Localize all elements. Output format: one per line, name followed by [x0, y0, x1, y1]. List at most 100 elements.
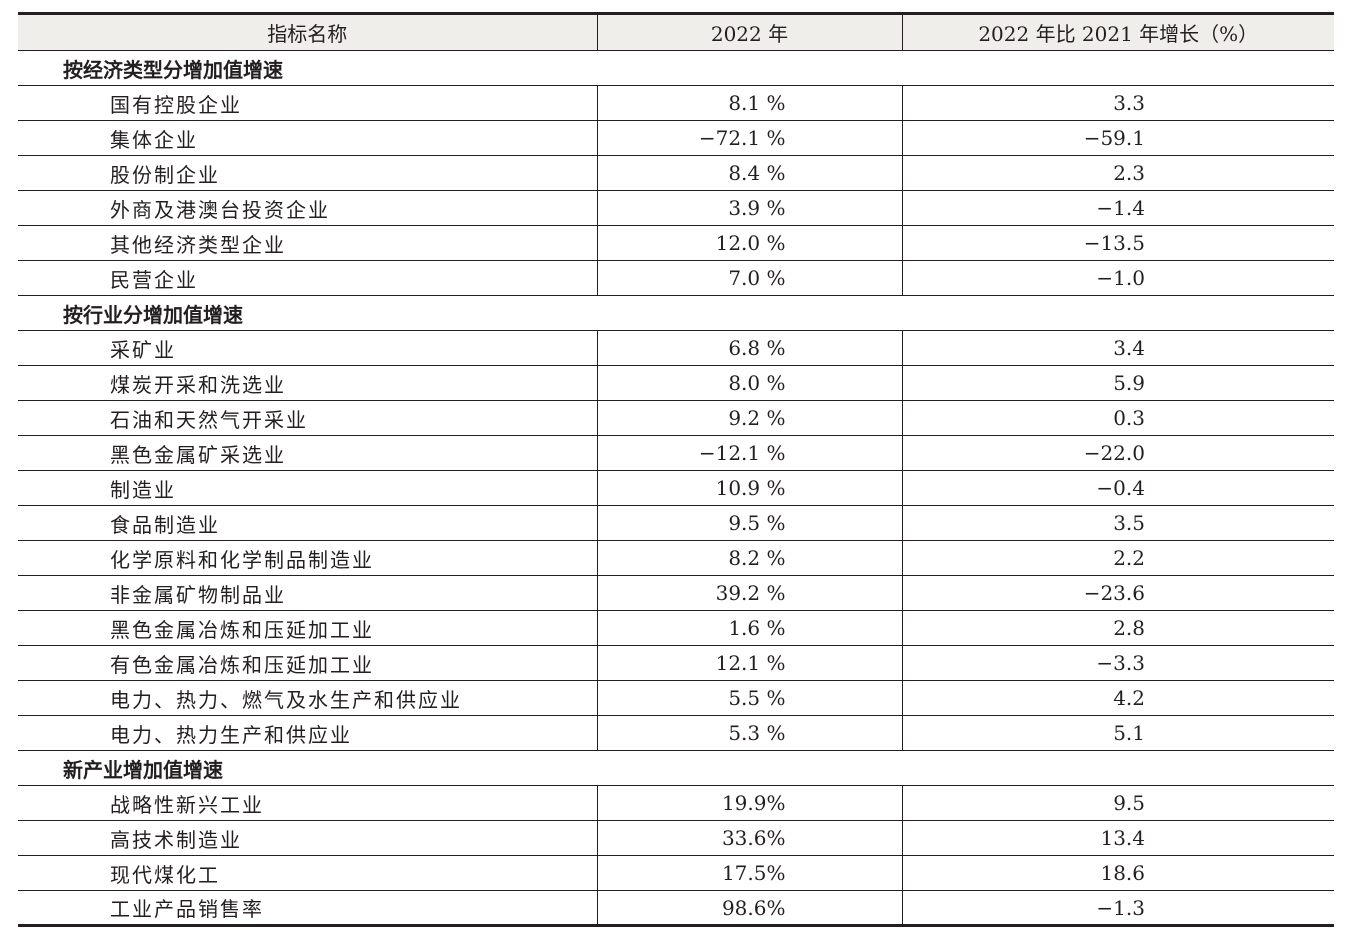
table-row: 电力、热力生产和供应业 5.3 % 5.1	[18, 715, 1334, 751]
indicator-name-cell: 制造业	[18, 470, 597, 506]
value-2022-cell: 12.0 %	[596, 225, 902, 261]
indicator-name-cell: 食品制造业	[18, 505, 597, 541]
table-row: 化学原料和化学制品制造业 8.2 % 2.2	[18, 540, 1334, 576]
indicator-name-cell: 高技术制造业	[18, 820, 597, 856]
value-2022-cell: 8.4 %	[596, 155, 902, 191]
growth-cell: 4.2	[901, 680, 1334, 716]
value-2022-cell: 17.5%	[596, 855, 902, 891]
value-2022-cell: −12.1 %	[596, 435, 902, 471]
indicator-name-cell: 股份制企业	[18, 155, 597, 191]
section-empty-cell	[902, 750, 1334, 786]
value-2022-cell: 8.2 %	[596, 540, 902, 576]
table-row: 食品制造业 9.5 % 3.5	[18, 505, 1334, 541]
section-empty-cell	[597, 295, 902, 331]
indicator-name-cell: 外商及港澳台投资企业	[18, 190, 597, 226]
growth-cell: 3.3	[901, 85, 1334, 121]
growth-cell: 3.5	[901, 505, 1334, 541]
table-row: 有色金属冶炼和压延加工业 12.1 % −3.3	[18, 645, 1334, 681]
statistics-table-container: 指标名称 2022 年 2022 年比 2021 年增长（%） 按经济类型分增加…	[18, 12, 1334, 927]
value-2022-cell: 5.3 %	[596, 715, 902, 751]
section-empty-cell	[597, 750, 902, 786]
growth-cell: −3.3	[901, 645, 1334, 681]
value-2022-cell: 10.9 %	[596, 470, 902, 506]
indicator-name-cell: 黑色金属冶炼和压延加工业	[18, 610, 597, 646]
growth-cell: −1.3	[901, 890, 1334, 927]
table-row: 民营企业 7.0 % −1.0	[18, 260, 1334, 296]
table-row: 工业产品销售率 98.6% −1.3	[18, 890, 1334, 927]
indicator-name-cell: 其他经济类型企业	[18, 225, 597, 261]
table-row: 煤炭开采和洗选业 8.0 % 5.9	[18, 365, 1334, 401]
indicator-name-cell: 非金属矿物制品业	[18, 575, 597, 611]
section-empty-cell	[902, 295, 1334, 331]
growth-cell: 0.3	[901, 400, 1334, 436]
growth-cell: 2.8	[901, 610, 1334, 646]
indicator-name-cell: 石油和天然气开采业	[18, 400, 597, 436]
value-2022-cell: 9.2 %	[596, 400, 902, 436]
section-empty-cell	[597, 50, 902, 86]
value-2022-cell: 19.9%	[596, 785, 902, 821]
value-2022-cell: 39.2 %	[596, 575, 902, 611]
value-2022-cell: 6.8 %	[596, 330, 902, 366]
value-2022-cell: 7.0 %	[596, 260, 902, 296]
value-2022-cell: −72.1 %	[596, 120, 902, 156]
value-2022-cell: 8.0 %	[596, 365, 902, 401]
table-row: 黑色金属矿采选业 −12.1 % −22.0	[18, 435, 1334, 471]
table-row: 战略性新兴工业 19.9% 9.5	[18, 785, 1334, 821]
indicator-name-cell: 电力、热力、燃气及水生产和供应业	[18, 680, 597, 716]
indicator-name-cell: 采矿业	[18, 330, 597, 366]
growth-cell: 9.5	[901, 785, 1334, 821]
indicator-name-cell: 集体企业	[18, 120, 597, 156]
growth-cell: −22.0	[901, 435, 1334, 471]
indicator-name-cell: 电力、热力生产和供应业	[18, 715, 597, 751]
indicator-name-cell: 现代煤化工	[18, 855, 597, 891]
section-row: 按行业分增加值增速	[18, 295, 1334, 331]
growth-cell: 3.4	[901, 330, 1334, 366]
indicator-name-cell: 煤炭开采和洗选业	[18, 365, 597, 401]
value-2022-cell: 1.6 %	[596, 610, 902, 646]
indicator-name-cell: 工业产品销售率	[18, 890, 597, 927]
growth-cell: 2.2	[901, 540, 1334, 576]
growth-cell: 18.6	[901, 855, 1334, 891]
table-row: 股份制企业 8.4 % 2.3	[18, 155, 1334, 191]
table-row: 采矿业 6.8 % 3.4	[18, 330, 1334, 366]
table-row: 国有控股企业 8.1 % 3.3	[18, 85, 1334, 121]
value-2022-cell: 3.9 %	[596, 190, 902, 226]
growth-cell: −0.4	[901, 470, 1334, 506]
section-empty-cell	[902, 50, 1334, 86]
table-row: 非金属矿物制品业 39.2 % −23.6	[18, 575, 1334, 611]
value-2022-cell: 12.1 %	[596, 645, 902, 681]
value-2022-cell: 8.1 %	[596, 85, 902, 121]
section-row: 新产业增加值增速	[18, 750, 1334, 786]
growth-cell: 13.4	[901, 820, 1334, 856]
indicator-name-cell: 战略性新兴工业	[18, 785, 597, 821]
indicator-name-cell: 黑色金属矿采选业	[18, 435, 597, 471]
value-2022-cell: 33.6%	[596, 820, 902, 856]
table-row: 石油和天然气开采业 9.2 % 0.3	[18, 400, 1334, 436]
table-row: 高技术制造业 33.6% 13.4	[18, 820, 1334, 856]
table-body: 按经济类型分增加值增速 国有控股企业 8.1 % 3.3 集体企业 −72.1 % −59.…	[18, 50, 1334, 927]
indicator-name-cell: 化学原料和化学制品制造业	[18, 540, 597, 576]
table-row: 外商及港澳台投资企业 3.9 % −1.4	[18, 190, 1334, 226]
table-header-row: 指标名称 2022 年 2022 年比 2021 年增长（%）	[18, 12, 1334, 51]
table-row: 集体企业 −72.1 % −59.1	[18, 120, 1334, 156]
indicator-name-cell: 民营企业	[18, 260, 597, 296]
table-row: 其他经济类型企业 12.0 % −13.5	[18, 225, 1334, 261]
growth-cell: −13.5	[901, 225, 1334, 261]
value-2022-cell: 5.5 %	[596, 680, 902, 716]
section-title: 按行业分增加值增速	[18, 295, 597, 331]
table-row: 制造业 10.9 % −0.4	[18, 470, 1334, 506]
indicator-name-cell: 国有控股企业	[18, 85, 597, 121]
statistics-table: 指标名称 2022 年 2022 年比 2021 年增长（%） 按经济类型分增加…	[18, 12, 1334, 927]
growth-cell: −59.1	[901, 120, 1334, 156]
value-2022-cell: 98.6%	[596, 890, 902, 927]
indicator-name-cell: 有色金属冶炼和压延加工业	[18, 645, 597, 681]
growth-cell: 5.9	[901, 365, 1334, 401]
growth-cell: −1.4	[901, 190, 1334, 226]
growth-cell: 5.1	[901, 715, 1334, 751]
growth-cell: −1.0	[901, 260, 1334, 296]
table-row: 现代煤化工 17.5% 18.6	[18, 855, 1334, 891]
section-row: 按经济类型分增加值增速	[18, 50, 1334, 86]
header-indicator-name: 指标名称	[18, 12, 597, 51]
table-row: 黑色金属冶炼和压延加工业 1.6 % 2.8	[18, 610, 1334, 646]
value-2022-cell: 9.5 %	[596, 505, 902, 541]
